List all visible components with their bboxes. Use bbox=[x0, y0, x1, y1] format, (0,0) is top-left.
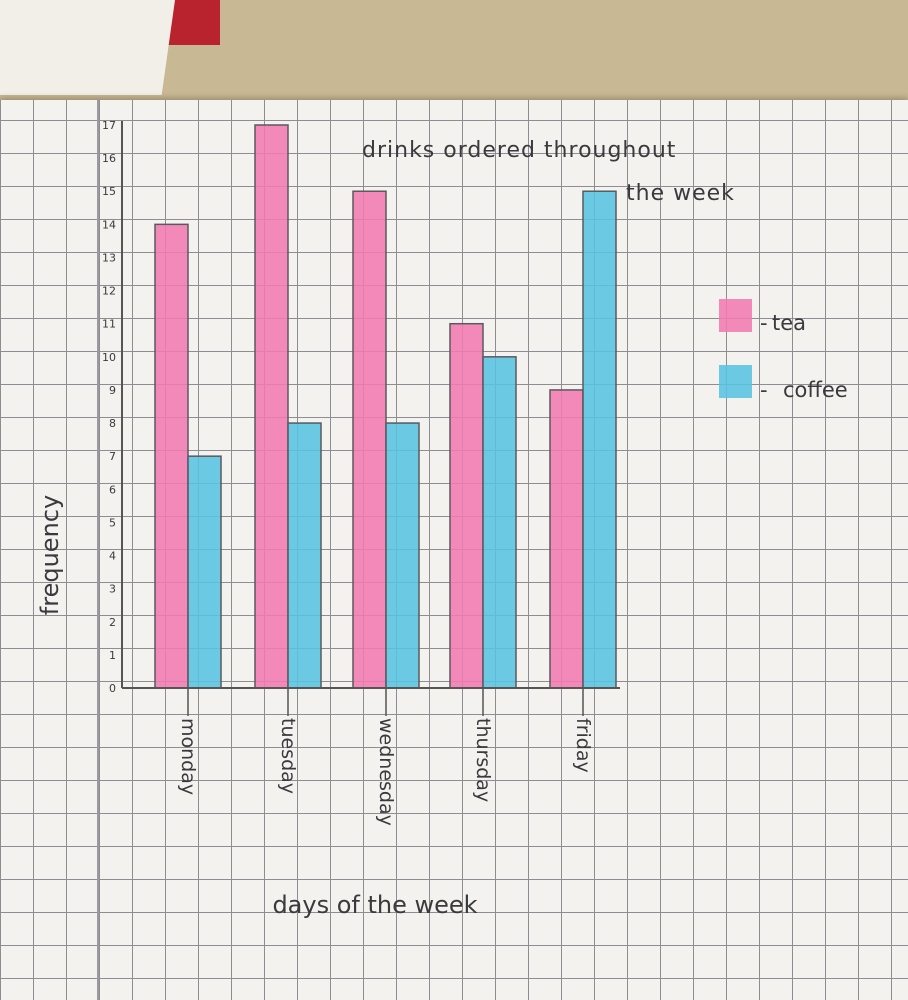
y-tick-label: 16 bbox=[102, 152, 116, 165]
bar-tea-monday bbox=[154, 223, 189, 689]
legend-dash-coffee: - bbox=[760, 378, 768, 402]
y-tick-label: 10 bbox=[102, 351, 116, 364]
margin-line bbox=[97, 100, 99, 1000]
y-tick-label: 2 bbox=[109, 616, 116, 629]
bar-coffee-friday bbox=[582, 190, 617, 689]
legend-dash-tea: - bbox=[760, 311, 768, 335]
bar-tea-wednesday bbox=[352, 190, 387, 689]
y-tick-label: 13 bbox=[102, 251, 116, 264]
bar-coffee-monday bbox=[187, 455, 222, 689]
chart-title-line1: drinks ordered throughout bbox=[362, 138, 676, 163]
x-category-label: friday bbox=[572, 718, 594, 773]
y-tick-label: 4 bbox=[109, 550, 116, 563]
x-categories: monday tuesday wednesday thursday friday bbox=[177, 688, 594, 826]
x-category-label: thursday bbox=[472, 718, 494, 802]
legend-label-tea: tea bbox=[772, 311, 806, 335]
y-tick-label: 5 bbox=[109, 516, 116, 529]
x-axis-label: days of the week bbox=[272, 891, 477, 919]
bar-tea-thursday bbox=[449, 322, 484, 689]
bar-coffee-thursday bbox=[482, 356, 517, 689]
y-tick-label: 14 bbox=[102, 218, 116, 231]
bars-layer bbox=[154, 124, 617, 689]
y-tick-label: 3 bbox=[109, 583, 116, 596]
x-category-label: monday bbox=[177, 718, 199, 795]
bar-tea-tuesday bbox=[254, 124, 289, 689]
y-tick-label: 9 bbox=[109, 384, 116, 397]
y-tick-label: 15 bbox=[102, 185, 116, 198]
y-tick-label: 8 bbox=[109, 417, 116, 430]
bar-coffee-tuesday bbox=[287, 422, 322, 689]
y-axis-label: frequency bbox=[36, 495, 64, 615]
y-tick-label: 1 bbox=[109, 649, 116, 662]
y-tick-label: 6 bbox=[109, 483, 116, 496]
bar-coffee-wednesday bbox=[385, 422, 420, 689]
y-tick-label: 0 bbox=[109, 682, 116, 695]
y-tick-label: 7 bbox=[109, 450, 116, 463]
legend-label-coffee: coffee bbox=[783, 378, 848, 402]
chart-title-line2: the week bbox=[626, 181, 735, 206]
y-tick-label: 12 bbox=[102, 285, 116, 298]
legend: - tea - coffee bbox=[719, 299, 848, 402]
legend-swatch-coffee bbox=[719, 365, 752, 398]
y-tick-label: 17 bbox=[102, 119, 116, 132]
x-category-label: tuesday bbox=[277, 718, 299, 794]
y-tick-label: 11 bbox=[102, 318, 116, 331]
legend-swatch-tea bbox=[719, 299, 752, 332]
bar-tea-friday bbox=[549, 389, 584, 689]
x-category-label: wednesday bbox=[375, 718, 397, 826]
